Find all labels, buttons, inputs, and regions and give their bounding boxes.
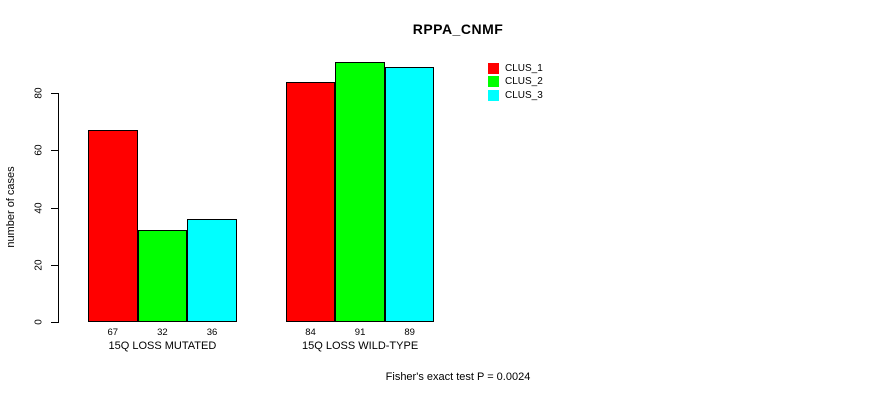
fisher-test-annotation: Fisher's exact test P = 0.0024 [385, 371, 531, 383]
legend-label: CLUS_2 [505, 76, 543, 88]
bar-value-label: 91 [354, 327, 366, 338]
y-tick-mark [51, 207, 58, 209]
y-tick-label: 0 [33, 319, 45, 325]
legend-swatch-icon [488, 76, 499, 88]
chart-title: RPPA_CNMF [412, 21, 504, 37]
y-tick-label: 80 [33, 87, 45, 99]
y-tick-label: 20 [33, 259, 45, 271]
y-axis-title: number of cases [5, 166, 17, 248]
y-tick-label: 40 [33, 201, 45, 214]
y-tick-label: 60 [33, 144, 45, 156]
legend-label: CLUS_1 [505, 62, 543, 74]
legend-label: CLUS_3 [505, 89, 543, 101]
category-label: 15Q LOSS WILD-TYPE [302, 340, 419, 352]
y-axis-line [58, 93, 59, 323]
y-tick-mark [51, 264, 58, 266]
y-tick-mark [51, 93, 58, 94]
bar-clus_3-group1 [187, 218, 237, 322]
legend-swatch-icon [488, 89, 499, 101]
legend-item: CLUS_3 [488, 89, 543, 101]
bar-value-label: 36 [206, 327, 218, 338]
legend-item: CLUS_1 [488, 62, 543, 74]
category-label: 15Q LOSS MUTATED [108, 340, 217, 352]
bar-value-label: 84 [305, 327, 316, 338]
bar-value-label: 67 [107, 327, 119, 338]
bar-clus_1-group2 [285, 81, 336, 322]
bar-clus_1-group1 [88, 130, 138, 322]
bar-clus_2-group2 [335, 61, 385, 322]
y-tick-mark [51, 322, 58, 323]
y-tick-mark [51, 150, 58, 152]
bar-value-label: 89 [404, 327, 415, 338]
legend-item: CLUS_2 [488, 76, 543, 88]
bar-clus_3-group2 [384, 67, 435, 322]
bar-value-label: 32 [157, 327, 168, 338]
bar-clus_2-group1 [137, 230, 188, 322]
legend-swatch-icon [488, 62, 499, 74]
